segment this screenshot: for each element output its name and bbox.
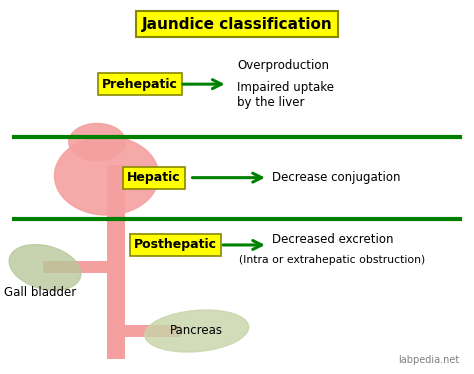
Text: Jaundice classification: Jaundice classification [142, 17, 332, 32]
Ellipse shape [9, 245, 81, 290]
Text: Hepatic: Hepatic [127, 171, 181, 184]
Text: Decrease conjugation: Decrease conjugation [272, 171, 401, 184]
Text: Prehepatic: Prehepatic [102, 78, 178, 91]
Text: Pancreas: Pancreas [170, 325, 223, 337]
Text: Overproduction: Overproduction [237, 59, 329, 72]
Ellipse shape [55, 137, 159, 215]
FancyBboxPatch shape [43, 261, 125, 273]
Text: Posthepatic: Posthepatic [134, 239, 217, 251]
Text: Decreased excretion: Decreased excretion [272, 233, 393, 246]
Ellipse shape [145, 310, 249, 352]
Text: labpedia.net: labpedia.net [399, 355, 460, 365]
Text: Impaired uptake
by the liver: Impaired uptake by the liver [237, 82, 334, 109]
FancyBboxPatch shape [107, 165, 125, 359]
Text: Gall bladder: Gall bladder [4, 286, 76, 299]
Ellipse shape [69, 123, 126, 161]
Text: (Intra or extrahepatic obstruction): (Intra or extrahepatic obstruction) [239, 255, 426, 265]
FancyBboxPatch shape [107, 325, 181, 337]
